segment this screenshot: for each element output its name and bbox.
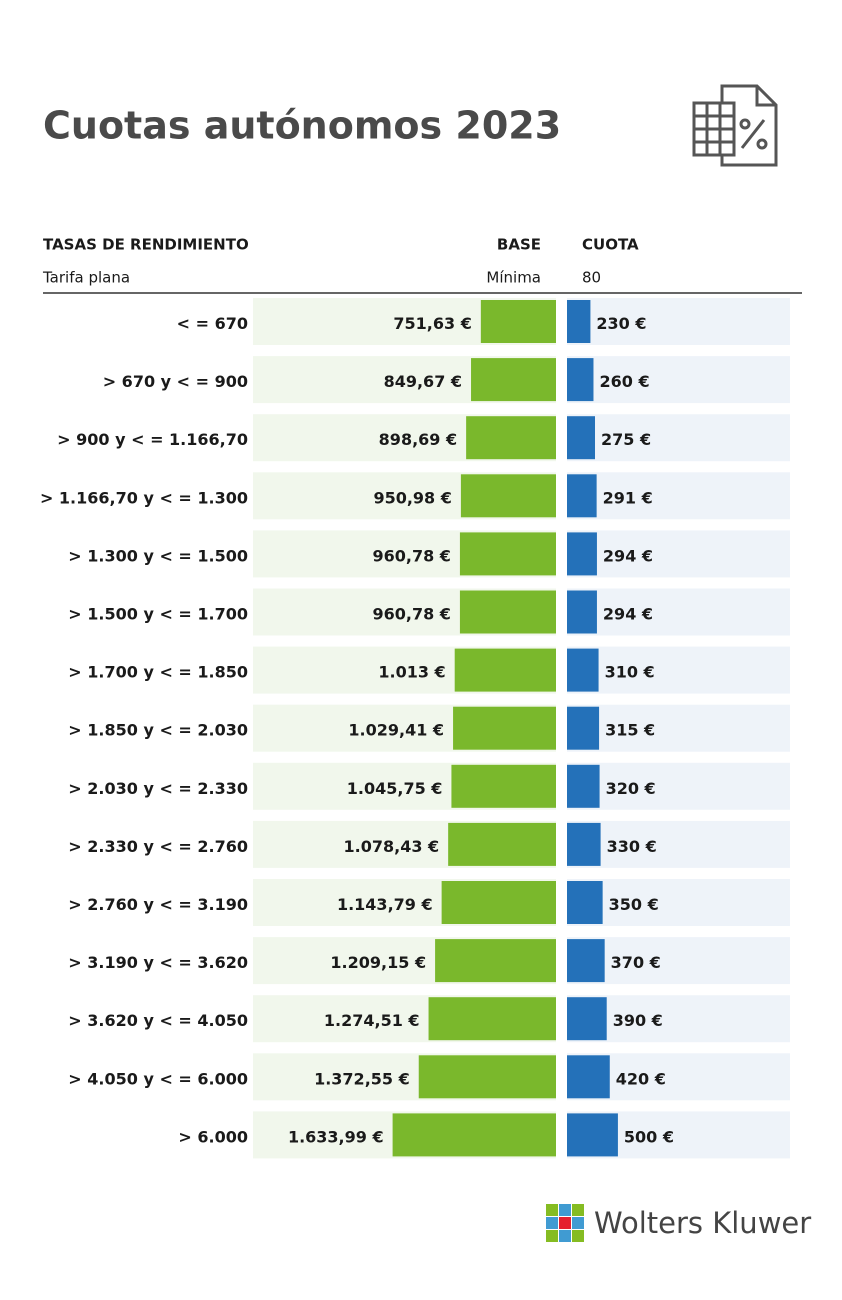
category-label: > 1.300 y < = 1.500 (68, 546, 248, 565)
base-value-label: 751,63 € (393, 314, 471, 333)
series-header: BASE (497, 236, 541, 254)
base-bar (466, 416, 556, 460)
category-label: > 2.760 y < = 3.190 (68, 895, 248, 914)
category-label: > 2.330 y < = 2.760 (68, 837, 248, 856)
base-bar (480, 300, 556, 343)
base-bar (441, 881, 556, 924)
cuota-bar (567, 764, 600, 808)
category-label: > 2.030 y < = 2.330 (68, 779, 248, 798)
base-bar (451, 764, 556, 808)
cuota-bar (567, 532, 597, 576)
base-value-label: 1.372,55 € (314, 1069, 410, 1088)
flat-rate-cuota: 80 (582, 269, 601, 287)
base-bar (459, 532, 556, 576)
category-label: > 670 y < = 900 (103, 372, 248, 391)
cuota-value-label: 330 € (607, 837, 657, 856)
cuota-background (567, 762, 790, 810)
category-label: > 6.000 (178, 1127, 248, 1146)
cuota-bar (567, 648, 599, 692)
cuota-background (567, 704, 790, 752)
base-value-label: 1.013 € (378, 663, 445, 682)
cuota-value-label: 390 € (613, 1011, 663, 1030)
cuota-bar (567, 474, 597, 518)
base-bar (471, 358, 556, 402)
category-label: > 900 y < = 1.166,70 (57, 430, 248, 449)
base-value-label: 1.029,41 € (348, 721, 444, 740)
base-value-label: 849,67 € (384, 372, 462, 391)
cuota-value-label: 294 € (603, 546, 653, 565)
cuota-value-label: 420 € (616, 1069, 666, 1088)
cuota-value-label: 275 € (601, 430, 651, 449)
brand-name: Wolters Kluwer (594, 1206, 811, 1240)
cuota-value-label: 310 € (605, 663, 655, 682)
base-value-label: 1.143,79 € (337, 895, 433, 914)
flat-rate-label: Tarifa plana (42, 269, 130, 287)
cuota-value-label: 294 € (603, 605, 653, 624)
cuota-background (567, 820, 790, 868)
cuota-background (567, 414, 790, 462)
cuota-bar (567, 300, 591, 343)
cuota-bar (567, 416, 596, 460)
base-bar (454, 648, 556, 692)
chart-title: Cuotas autónomos 2023 (43, 104, 561, 148)
base-bar (459, 590, 556, 634)
base-value-label: 960,78 € (372, 605, 450, 624)
base-value-label: 1.045,75 € (347, 779, 443, 798)
category-label: > 1.850 y < = 2.030 (68, 721, 248, 740)
cuota-value-label: 350 € (609, 895, 659, 914)
cuota-background (567, 530, 790, 578)
base-bar (448, 822, 556, 866)
cuota-bar (567, 706, 600, 750)
category-label: > 1.166,70 y < = 1.300 (40, 488, 248, 507)
cuota-value-label: 315 € (605, 721, 655, 740)
base-bar (392, 1113, 556, 1157)
cuota-background (567, 472, 790, 520)
cuota-bar (567, 1113, 618, 1157)
base-value-label: 1.209,15 € (330, 953, 426, 972)
category-label: < = 670 (177, 314, 248, 333)
cuota-background (567, 588, 790, 636)
cuota-bar (567, 358, 594, 402)
base-value-label: 1.274,51 € (324, 1011, 420, 1030)
cuota-bar (567, 939, 605, 983)
cuota-bar (567, 590, 597, 634)
base-value-label: 1.633,99 € (288, 1127, 384, 1146)
cuota-bar (567, 822, 601, 866)
base-value-label: 950,98 € (373, 488, 451, 507)
spreadsheet-icon (692, 84, 778, 167)
base-value-label: 1.078,43 € (344, 837, 440, 856)
cuota-value-label: 230 € (596, 314, 646, 333)
cuota-bar (567, 997, 607, 1041)
base-bar (453, 706, 556, 750)
base-bar (418, 1055, 556, 1099)
category-label: > 3.620 y < = 4.050 (68, 1011, 248, 1030)
cuota-value-label: 291 € (603, 488, 653, 507)
cuota-background (567, 879, 790, 926)
category-label: > 3.190 y < = 3.620 (68, 953, 248, 972)
cuota-background (567, 356, 790, 404)
category-label: > 4.050 y < = 6.000 (68, 1069, 248, 1088)
category-header: TASAS DE RENDIMIENTO (43, 236, 249, 254)
base-value-label: 960,78 € (372, 546, 450, 565)
base-bar (435, 939, 556, 983)
cuota-bar (567, 1055, 610, 1099)
series-header: CUOTA (582, 236, 639, 254)
brand-logo (546, 1204, 584, 1242)
flat-rate-base: Mínima (486, 269, 541, 287)
cuota-background (567, 646, 790, 694)
category-label: > 1.500 y < = 1.700 (68, 605, 248, 624)
cuota-value-label: 370 € (611, 953, 661, 972)
cuota-value-label: 260 € (599, 372, 649, 391)
cuota-bar (567, 881, 603, 924)
base-bar (428, 997, 556, 1041)
category-label: > 1.700 y < = 1.850 (68, 663, 248, 682)
base-value-label: 898,69 € (379, 430, 457, 449)
cuota-value-label: 500 € (624, 1127, 674, 1146)
cuota-background (567, 298, 790, 345)
cuota-value-label: 320 € (606, 779, 656, 798)
base-bar (460, 474, 556, 518)
